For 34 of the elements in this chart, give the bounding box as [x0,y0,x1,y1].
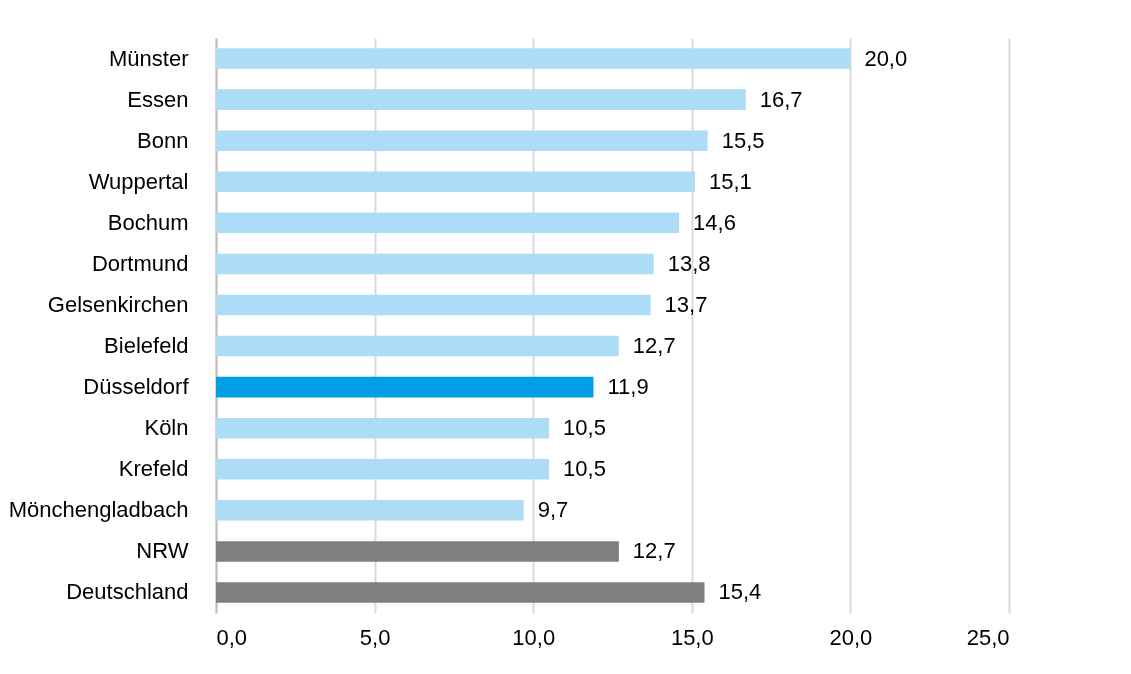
data-label: 9,7 [537,497,569,523]
data-label: 15,4 [718,579,762,605]
data-label: 13,7 [664,291,708,317]
y-tick-label: Gelsenkirchen [47,291,189,317]
y-tick-label: Köln [144,415,189,441]
x-tick-label: 20,0 [829,624,873,650]
y-tick-label: Bielefeld [104,333,189,359]
y-tick-label: Düsseldorf [83,374,190,400]
data-label: 13,8 [667,250,711,276]
data-label: 16,7 [759,86,803,112]
y-tick-label: Krefeld [118,456,189,482]
x-tick-label: 10,0 [512,624,556,650]
data-label: 10,5 [563,415,606,441]
y-tick-label: Dortmund [91,250,189,276]
y-tick-label: NRW [136,538,189,564]
data-label: 14,6 [693,209,736,235]
y-tick-label: Münster [109,45,189,71]
data-label: 10,5 [563,456,606,482]
x-tick-label: 15,0 [670,624,714,650]
x-tick-label: 25,0 [966,624,1010,650]
data-label: 15,5 [721,127,765,153]
y-tick-label: Essen [127,86,189,112]
x-tick-label: 5,0 [359,624,391,650]
x-tick-label: 0,0 [216,624,248,650]
y-tick-label: Bochum [107,209,189,235]
data-label: 12,7 [632,538,676,564]
y-tick-label: Mönchengladbach [8,497,189,523]
data-label: 15,1 [708,168,752,194]
y-tick-label: Wuppertal [88,168,189,194]
y-tick-label: Deutschland [66,579,189,605]
y-tick-label: Bonn [137,127,189,153]
data-label: 20,0 [864,45,908,71]
data-label: 11,9 [607,374,649,400]
data-label: 12,7 [632,333,676,359]
